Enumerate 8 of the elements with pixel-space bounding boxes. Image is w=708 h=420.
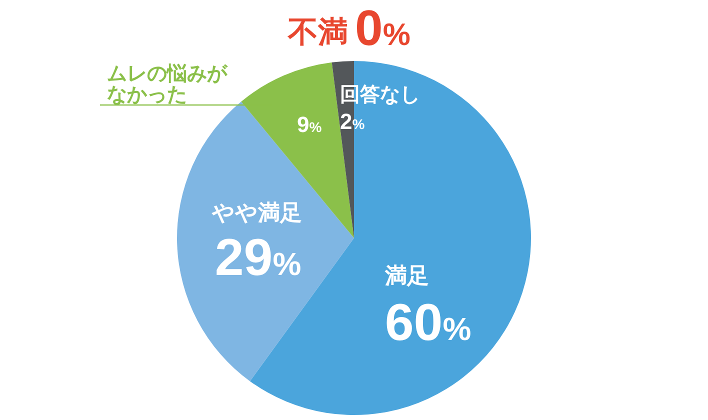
text: 0% [355,0,410,56]
slice-label: ムレの悩みがなかった [107,63,228,106]
category-label: 不満 [288,16,348,49]
data-label: 60% [384,294,472,352]
data-label: 9% [297,112,322,137]
data-label: 29% [214,229,302,287]
slice-label: やや満足 [211,200,302,225]
slice-label: 満足 [384,263,429,288]
